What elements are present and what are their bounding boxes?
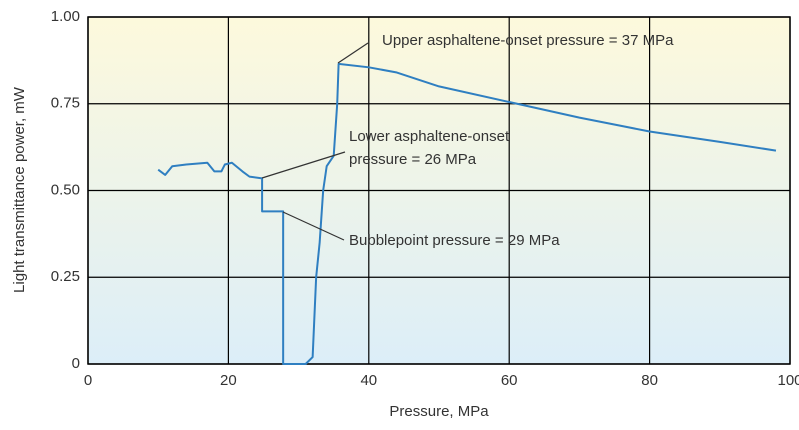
x-tick-label: 0 xyxy=(84,372,92,389)
x-tick-label: 100 xyxy=(777,372,799,389)
x-axis-title: Pressure, MPa xyxy=(389,403,489,420)
plot-frame xyxy=(87,16,791,365)
y-tick-label: 0.75 xyxy=(51,95,80,112)
y-tick-label: 0.25 xyxy=(51,268,80,285)
x-tick-label: 80 xyxy=(641,372,658,389)
annotation: pressure = 26 MPa xyxy=(349,151,477,168)
annotation: Bubblepoint pressure = 29 MPa xyxy=(349,232,560,249)
leader-line xyxy=(282,211,345,241)
x-tick-label: 60 xyxy=(501,372,518,389)
y-tick-label: 0 xyxy=(72,355,80,372)
x-tick-label: 40 xyxy=(360,372,377,389)
y-tick-label: 0.50 xyxy=(51,181,80,198)
leader-line xyxy=(337,42,369,64)
y-tick-label: 1.00 xyxy=(51,8,80,25)
data-line xyxy=(157,62,777,365)
annotation: Lower asphaltene-onset xyxy=(349,128,510,145)
leader-line xyxy=(261,151,346,179)
x-tick-label: 20 xyxy=(220,372,237,389)
annotation: Upper asphaltene-onset pressure = 37 MPa xyxy=(382,32,674,49)
y-axis-title: Light transmittance power, mW xyxy=(11,86,28,293)
